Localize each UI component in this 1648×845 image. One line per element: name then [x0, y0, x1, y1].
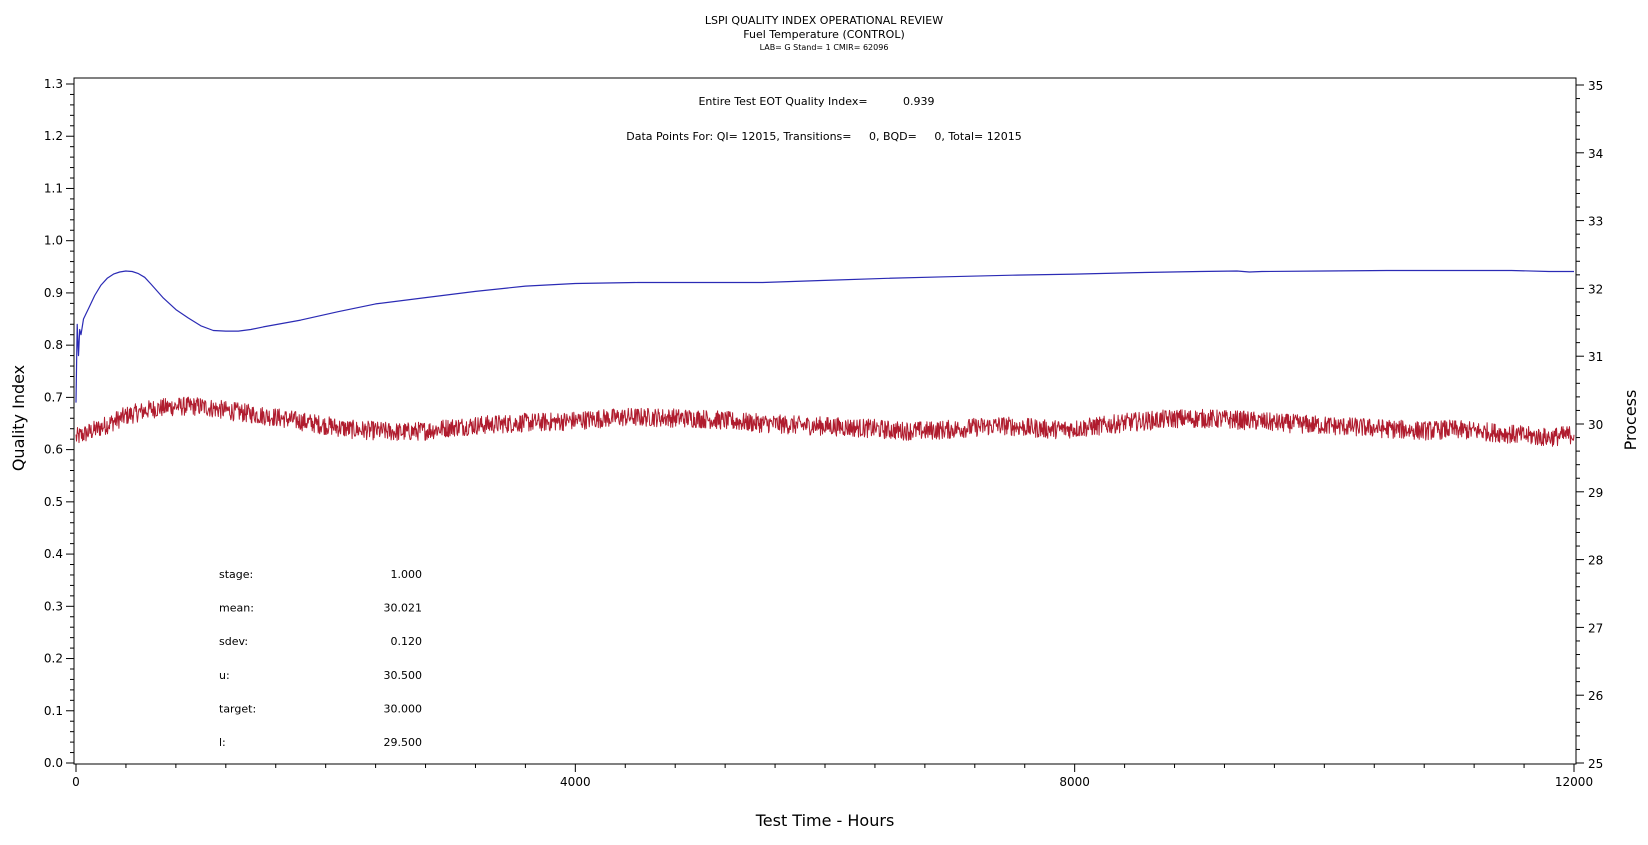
y-right-tick-label: 27 — [1588, 621, 1603, 635]
y-axis-right: 25 26 27 28 29 30 31 32 33 34 35 — [1576, 79, 1603, 771]
stat-value: 30.000 — [384, 702, 423, 715]
stat-value: 1.000 — [391, 568, 423, 581]
y-left-tick-label: 0.0 — [44, 756, 63, 770]
chart-subsubtitle: LAB= G Stand= 1 CMIR= 62096 — [760, 43, 889, 52]
y-left-tick-label: 0.4 — [44, 547, 63, 561]
stat-label: l: — [219, 736, 226, 749]
chart-subtitle: Fuel Temperature (CONTROL) — [743, 28, 905, 41]
series-layer — [75, 269, 1575, 447]
chart-title: LSPI QUALITY INDEX OPERATIONAL REVIEW — [705, 14, 943, 27]
y-left-tick-label: 0.9 — [44, 286, 63, 300]
y-left-tick-label: 1.3 — [44, 77, 63, 91]
stat-value: 30.021 — [384, 602, 423, 615]
x-tick-label: 4000 — [560, 775, 591, 789]
y-left-tick-label: 0.5 — [44, 495, 63, 509]
y-right-tick-label: 30 — [1588, 418, 1603, 432]
y-axis-left: 0.0 0.1 0.2 0.3 0.4 0.5 0.6 0.7 0.8 0.9 1.0 1.1 1.2 1… — [44, 77, 74, 770]
process-series-line — [75, 396, 1575, 447]
x-tick-label: 0 — [72, 775, 80, 789]
points-annotation: Data Points For: QI= 12015, Transitions=… — [626, 130, 1021, 143]
quality-index-series-line — [75, 269, 1574, 403]
stat-value: 29.500 — [384, 736, 423, 749]
y-right-tick-label: 28 — [1588, 554, 1603, 568]
stat-label: target: — [219, 702, 256, 715]
y-right-tick-label: 33 — [1588, 215, 1603, 229]
y-axis-right-label: Process — [1621, 390, 1640, 451]
y-right-tick-label: 35 — [1588, 79, 1603, 93]
y-right-tick-label: 29 — [1588, 486, 1603, 500]
y-right-tick-label: 26 — [1588, 689, 1603, 703]
qi-annotation-label: Entire Test EOT Quality Index= — [698, 95, 867, 108]
y-right-tick-label: 32 — [1588, 282, 1603, 296]
y-left-tick-label: 0.8 — [44, 338, 63, 352]
y-left-tick-label: 1.1 — [44, 181, 63, 195]
stat-value: 0.120 — [391, 635, 423, 648]
stat-label: mean: — [219, 602, 254, 615]
y-left-tick-label: 1.0 — [44, 234, 63, 248]
stat-label: stage: — [219, 568, 253, 581]
stat-value: 30.500 — [384, 669, 423, 682]
y-right-tick-label: 25 — [1588, 757, 1603, 771]
x-axis: 0 4000 8000 12000 — [72, 764, 1593, 789]
y-left-tick-label: 0.3 — [44, 599, 63, 613]
y-left-tick-label: 0.6 — [44, 443, 63, 457]
y-left-tick-label: 0.2 — [44, 652, 63, 666]
y-left-tick-label: 0.1 — [44, 704, 63, 718]
qi-annotation-value: 0.939 — [903, 95, 935, 108]
y-left-tick-label: 0.7 — [44, 390, 63, 404]
x-axis-label: Test Time - Hours — [755, 811, 895, 830]
y-right-tick-label: 34 — [1588, 147, 1603, 161]
y-axis-left-label: Quality Index — [9, 365, 28, 471]
x-tick-label: 12000 — [1555, 775, 1593, 789]
stats-table: stage: 1.000 mean: 30.021 sdev: 0.120 u: 30.500… — [219, 568, 422, 749]
stat-label: u: — [219, 669, 230, 682]
stat-label: sdev: — [219, 635, 248, 648]
x-tick-label: 8000 — [1059, 775, 1090, 789]
y-right-tick-label: 31 — [1588, 350, 1603, 364]
y-left-tick-label: 1.2 — [44, 129, 63, 143]
